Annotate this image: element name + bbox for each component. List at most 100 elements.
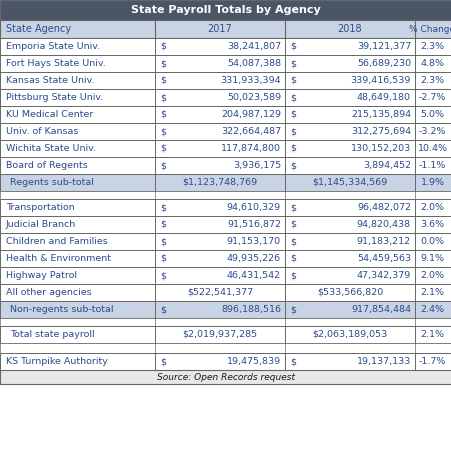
Text: 46,431,542: 46,431,542 <box>226 271 281 280</box>
Text: 38,241,807: 38,241,807 <box>226 42 281 51</box>
Bar <box>0 140 451 157</box>
Text: $: $ <box>290 271 295 280</box>
Text: $: $ <box>160 110 166 119</box>
Text: $: $ <box>160 144 166 153</box>
Text: 4.8%: 4.8% <box>419 59 443 68</box>
Text: $: $ <box>290 144 295 153</box>
Text: Kansas State Univ.: Kansas State Univ. <box>6 76 94 85</box>
Bar <box>0 89 451 106</box>
Text: Board of Regents: Board of Regents <box>6 161 87 170</box>
Text: $: $ <box>160 271 166 280</box>
Bar <box>0 250 451 267</box>
Text: 2.1%: 2.1% <box>419 330 443 339</box>
Text: 91,183,212: 91,183,212 <box>356 237 410 246</box>
Text: $: $ <box>160 237 166 246</box>
Text: $: $ <box>160 127 166 136</box>
Bar <box>0 0 451 20</box>
Text: All other agencies: All other agencies <box>6 288 92 297</box>
Bar <box>0 55 451 72</box>
Bar <box>0 343 451 353</box>
Text: KU Medical Center: KU Medical Center <box>6 110 93 119</box>
Text: Wichita State Univ.: Wichita State Univ. <box>6 144 96 153</box>
Text: $: $ <box>160 93 166 102</box>
Text: 2.0%: 2.0% <box>419 203 443 212</box>
Text: 3,894,452: 3,894,452 <box>362 161 410 170</box>
Text: % Change: % Change <box>409 25 451 33</box>
Text: 2.3%: 2.3% <box>419 76 444 85</box>
Text: Non-regents sub-total: Non-regents sub-total <box>10 305 113 314</box>
Bar <box>0 370 451 384</box>
Text: 2017: 2017 <box>207 24 232 34</box>
Text: $: $ <box>290 127 295 136</box>
Text: 54,087,388: 54,087,388 <box>226 59 281 68</box>
Text: Source: Open Records request: Source: Open Records request <box>156 373 295 382</box>
Text: Pittsburg State Univ.: Pittsburg State Univ. <box>6 93 103 102</box>
Bar <box>0 38 451 55</box>
Text: Fort Hays State Univ.: Fort Hays State Univ. <box>6 59 106 68</box>
Text: 94,820,438: 94,820,438 <box>356 220 410 229</box>
Text: $: $ <box>290 42 295 51</box>
Text: $: $ <box>290 203 295 212</box>
Text: 47,342,379: 47,342,379 <box>356 271 410 280</box>
Text: $1,145,334,569: $1,145,334,569 <box>312 178 387 187</box>
Text: 9.1%: 9.1% <box>419 254 443 263</box>
Bar <box>0 233 451 250</box>
Text: $: $ <box>160 305 166 314</box>
Text: 339,416,539: 339,416,539 <box>350 76 410 85</box>
Text: 48,649,180: 48,649,180 <box>356 93 410 102</box>
Text: 19,137,133: 19,137,133 <box>356 357 410 366</box>
Text: Children and Families: Children and Families <box>6 237 107 246</box>
Text: 39,121,377: 39,121,377 <box>356 42 410 51</box>
Text: 331,933,394: 331,933,394 <box>220 76 281 85</box>
Text: 94,610,329: 94,610,329 <box>226 203 281 212</box>
Bar <box>0 326 451 343</box>
Text: 5.0%: 5.0% <box>419 110 443 119</box>
Text: State Agency: State Agency <box>6 24 71 34</box>
Text: $: $ <box>160 254 166 263</box>
Text: 19,475,839: 19,475,839 <box>226 357 281 366</box>
Text: -1.1%: -1.1% <box>418 161 445 170</box>
Text: 204,987,129: 204,987,129 <box>221 110 281 119</box>
Text: 3,936,175: 3,936,175 <box>232 161 281 170</box>
Text: 0.0%: 0.0% <box>419 237 443 246</box>
Text: 2.1%: 2.1% <box>419 288 443 297</box>
Bar <box>0 20 451 38</box>
Text: $: $ <box>160 76 166 85</box>
Text: $: $ <box>290 220 295 229</box>
Text: 49,935,226: 49,935,226 <box>226 254 281 263</box>
Bar <box>0 353 451 370</box>
Text: 91,516,872: 91,516,872 <box>226 220 281 229</box>
Bar <box>0 72 451 89</box>
Text: 312,275,694: 312,275,694 <box>350 127 410 136</box>
Text: Emporia State Univ.: Emporia State Univ. <box>6 42 100 51</box>
Text: $: $ <box>290 76 295 85</box>
Text: $2,019,937,285: $2,019,937,285 <box>182 330 257 339</box>
Text: Regents sub-total: Regents sub-total <box>10 178 94 187</box>
Text: 96,482,072: 96,482,072 <box>356 203 410 212</box>
Text: State Payroll Totals by Agency: State Payroll Totals by Agency <box>131 5 320 15</box>
Text: KS Turnpike Authority: KS Turnpike Authority <box>6 357 108 366</box>
Text: 3.6%: 3.6% <box>419 220 444 229</box>
Text: 2.4%: 2.4% <box>419 305 443 314</box>
Text: 2018: 2018 <box>337 24 362 34</box>
Text: Univ. of Kansas: Univ. of Kansas <box>6 127 78 136</box>
Text: Transportation: Transportation <box>6 203 74 212</box>
Bar <box>0 318 451 326</box>
Bar <box>0 199 451 216</box>
Text: $: $ <box>290 305 295 314</box>
Bar <box>0 157 451 174</box>
Text: Total state payroll: Total state payroll <box>10 330 94 339</box>
Text: 917,854,484: 917,854,484 <box>350 305 410 314</box>
Text: $: $ <box>160 42 166 51</box>
Text: 2.0%: 2.0% <box>419 271 443 280</box>
Bar <box>0 174 451 191</box>
Text: $: $ <box>290 93 295 102</box>
Text: $522,541,377: $522,541,377 <box>187 288 253 297</box>
Text: $: $ <box>290 254 295 263</box>
Text: 1.9%: 1.9% <box>419 178 443 187</box>
Text: $: $ <box>290 161 295 170</box>
Bar <box>0 191 451 199</box>
Text: 2.3%: 2.3% <box>419 42 444 51</box>
Text: -3.2%: -3.2% <box>418 127 445 136</box>
Bar <box>0 284 451 301</box>
